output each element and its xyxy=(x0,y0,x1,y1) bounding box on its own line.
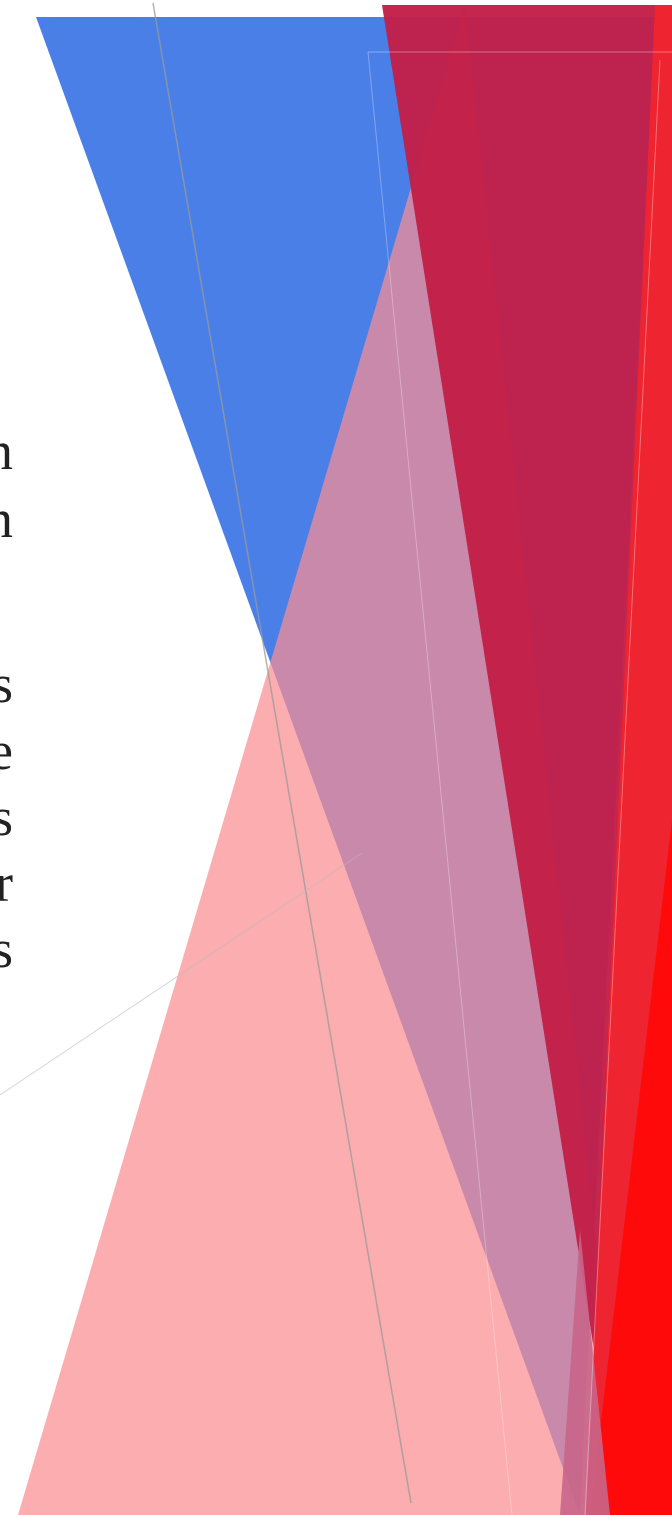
text-line-ending: r xyxy=(0,853,13,913)
text-line-ending: n xyxy=(0,418,13,484)
text-line-ending: e xyxy=(0,721,13,781)
crimson-triangle xyxy=(382,5,660,1515)
bright-red-triangle xyxy=(590,820,672,1515)
text-line-ending: s xyxy=(0,654,13,714)
gray-line xyxy=(0,852,363,1096)
blend-wedge xyxy=(560,1230,610,1515)
thin-line xyxy=(367,51,513,1515)
text-line-ending: s xyxy=(0,919,13,979)
gray-line xyxy=(152,2,412,1504)
thin-line xyxy=(584,59,661,1515)
text-line-ending: n xyxy=(0,486,13,552)
text-line-ending: s xyxy=(0,787,13,847)
